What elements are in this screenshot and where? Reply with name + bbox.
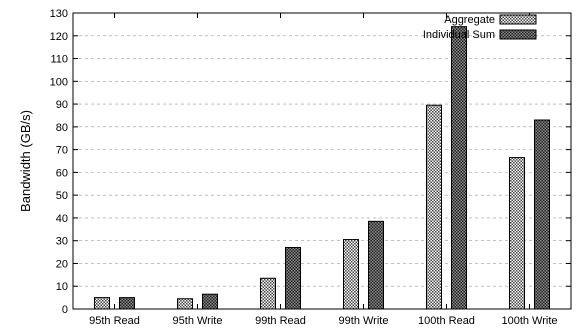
legend-label: Individual Sum <box>423 29 495 41</box>
x-tick-label: 100th Write <box>501 315 557 327</box>
bar-checker-dark <box>451 26 467 310</box>
bar-checker-light <box>426 104 442 310</box>
y-tick-label: 90 <box>56 99 68 111</box>
bars <box>94 26 550 310</box>
y-tick-label: 0 <box>62 304 68 316</box>
bar-checker-light <box>260 277 276 310</box>
y-tick-label: 40 <box>56 213 68 225</box>
legend: Aggregate Individual Sum <box>423 14 537 41</box>
y-axis: 0 10 20 30 40 50 60 70 80 90 100 110 120 130 <box>50 8 571 316</box>
bar-checker-light <box>177 298 193 310</box>
bar-checker-light <box>343 239 359 310</box>
y-tick-label: 100 <box>50 76 68 88</box>
x-tick-label: 95th Read <box>89 315 140 327</box>
bar-checker-dark <box>534 119 550 310</box>
y-tick-label: 130 <box>50 8 68 20</box>
gridlines <box>73 35 571 287</box>
y-axis-label: Bandwidth (GB/s) <box>18 110 33 212</box>
x-tick-label: 99th Write <box>339 315 389 327</box>
y-tick-label: 30 <box>56 236 68 248</box>
y-tick-label: 50 <box>56 190 68 202</box>
bar-checker-light <box>94 297 110 310</box>
y-tick-label: 20 <box>56 258 68 270</box>
x-tick-label: 99th Read <box>255 315 306 327</box>
y-tick-label: 10 <box>56 281 68 293</box>
bar-checker-dark <box>202 293 218 310</box>
legend-swatch <box>499 14 537 25</box>
y-tick-label: 60 <box>56 167 68 179</box>
x-tick-label: 95th Write <box>173 315 223 327</box>
legend-label: Aggregate <box>444 14 495 26</box>
legend-swatch <box>499 29 537 40</box>
bar-checker-dark <box>285 247 301 310</box>
bar-checker-light <box>509 157 525 310</box>
x-axis: 95th Read 95th Write 99th Read 99th Write 10… <box>89 13 558 327</box>
y-tick-label: 110 <box>50 54 68 66</box>
bar-checker-dark <box>368 220 384 310</box>
plot-frame <box>72 12 572 310</box>
y-tick-label: 70 <box>56 145 68 157</box>
bar-checker-dark <box>119 297 135 310</box>
y-tick-label: 80 <box>56 122 68 134</box>
x-tick-label: 100th Read <box>418 315 475 327</box>
y-tick-label: 120 <box>50 31 68 43</box>
